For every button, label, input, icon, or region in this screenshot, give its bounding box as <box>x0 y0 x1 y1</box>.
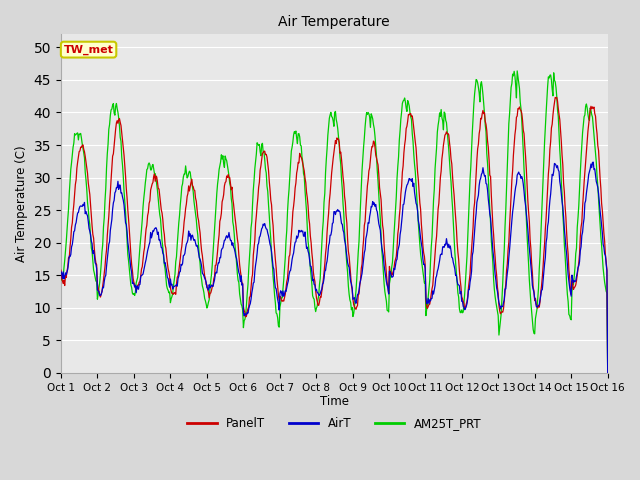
Y-axis label: Air Temperature (C): Air Temperature (C) <box>15 145 28 262</box>
Title: Air Temperature: Air Temperature <box>278 15 390 29</box>
Legend: PanelT, AirT, AM25T_PRT: PanelT, AirT, AM25T_PRT <box>182 412 486 435</box>
X-axis label: Time: Time <box>320 396 349 408</box>
Text: TW_met: TW_met <box>63 45 113 55</box>
